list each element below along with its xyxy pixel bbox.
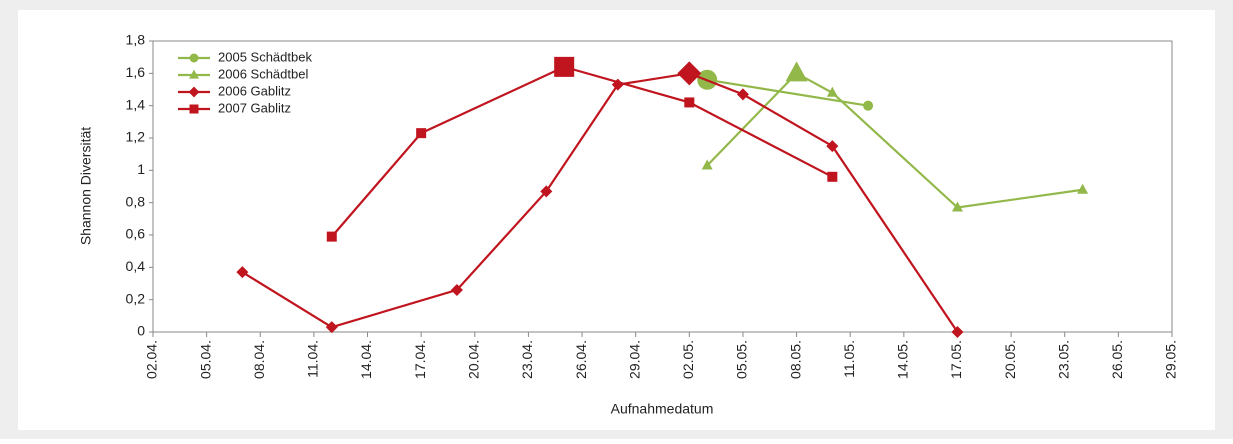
x-tick-label: 26.05. [1109, 340, 1125, 379]
marker [416, 128, 427, 139]
x-tick-label: 17.04. [412, 340, 428, 379]
x-tick-label: 08.04. [251, 340, 267, 379]
marker [951, 326, 964, 338]
x-tick-label: 20.05. [1002, 340, 1018, 379]
plot-frame [152, 40, 1173, 333]
marker [1077, 183, 1089, 194]
legend-marker [188, 86, 200, 98]
x-tick-label: 05.05. [734, 340, 750, 379]
marker [701, 159, 713, 170]
marker [736, 88, 749, 101]
x-tick-label: 23.05. [1055, 340, 1071, 379]
x-tick-label: 08.05. [787, 340, 803, 379]
x-tick-label: 02.05. [680, 340, 696, 379]
marker [554, 56, 575, 77]
y-tick-label: 0,6 [126, 226, 146, 242]
legend-marker [189, 53, 199, 63]
y-tick-label: 0,2 [126, 290, 146, 306]
y-tick-label: 0,8 [126, 193, 146, 209]
marker [677, 61, 702, 86]
marker [236, 266, 249, 279]
marker [540, 185, 553, 198]
marker [863, 100, 874, 111]
y-axis-title: Shannon Diversität [78, 127, 94, 245]
x-axis-title: Aufnahmedatum [611, 401, 714, 417]
legend-label: 2006 Gablitz [218, 83, 291, 98]
marker [325, 321, 338, 334]
marker [827, 171, 838, 182]
x-tick-label: 14.05. [895, 340, 911, 379]
y-tick-label: 1,6 [126, 64, 146, 80]
legend-marker [189, 104, 199, 114]
y-tick-label: 0,4 [126, 258, 146, 274]
x-tick-label: 20.04. [465, 340, 481, 379]
y-tick-label: 1 [137, 161, 145, 177]
legend-label: 2005 Schädtbek [218, 49, 312, 64]
marker [684, 97, 695, 108]
marker [826, 86, 838, 97]
x-tick-label: 02.04. [144, 340, 160, 379]
x-tick-label: 23.04. [519, 340, 535, 379]
marker [785, 61, 808, 82]
legend-label: 2007 Gablitz [218, 100, 291, 115]
x-tick-label: 14.04. [358, 340, 374, 379]
marker [826, 140, 839, 153]
legend-label: 2006 Schädtbel [218, 66, 308, 81]
legend-marker [189, 69, 199, 79]
marker [951, 201, 963, 212]
y-tick-label: 1,2 [126, 129, 146, 145]
y-tick-label: 1,8 [126, 32, 146, 48]
marker [326, 231, 337, 242]
x-tick-label: 11.05. [841, 340, 857, 378]
x-tick-label: 05.04. [197, 340, 213, 379]
x-tick-label: 26.04. [573, 340, 589, 379]
x-tick-label: 11.04. [305, 340, 321, 378]
x-tick-label: 17.05. [948, 340, 964, 379]
y-tick-label: 0 [137, 323, 145, 339]
y-tick-label: 1,4 [126, 96, 146, 112]
marker [450, 283, 463, 296]
x-tick-label: 29.05. [1163, 340, 1179, 379]
x-tick-label: 29.04. [626, 340, 642, 379]
